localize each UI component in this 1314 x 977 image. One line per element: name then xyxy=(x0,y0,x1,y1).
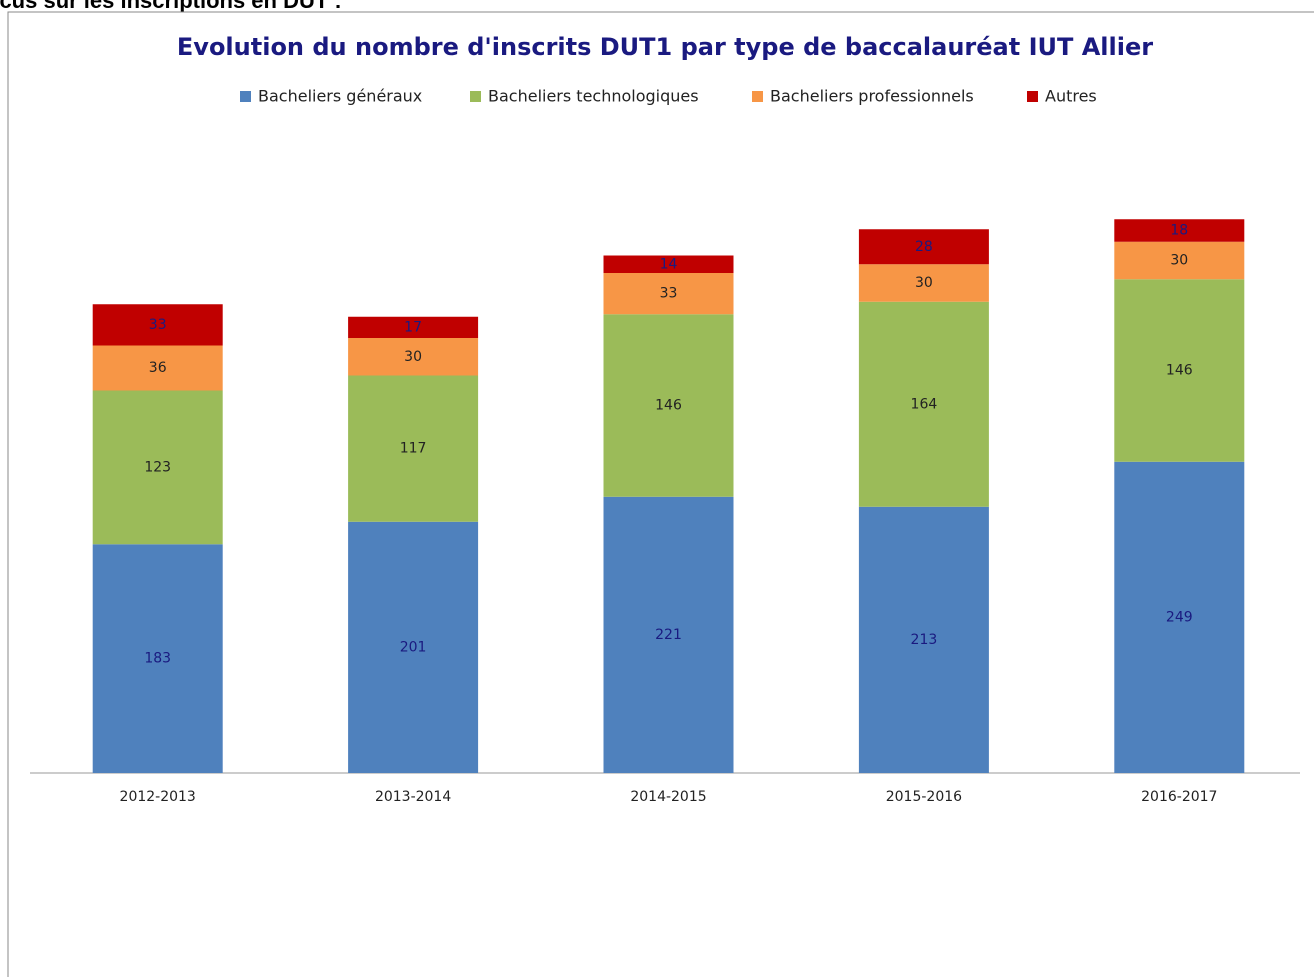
legend-label: Bacheliers généraux xyxy=(258,87,422,106)
bar-segment xyxy=(1114,241,1245,280)
data-label: 30 xyxy=(915,275,933,291)
data-label: 146 xyxy=(1166,363,1193,379)
x-tick-label: 2016-2017 xyxy=(1141,789,1217,805)
legend-swatch xyxy=(752,91,763,102)
bar-segment xyxy=(1114,279,1245,462)
chart-title: Evolution du nombre d'inscrits DUT1 par … xyxy=(177,33,1153,61)
data-label: 33 xyxy=(660,286,678,302)
data-label: 117 xyxy=(400,441,427,457)
legend-swatch xyxy=(1027,91,1038,102)
bar-segment xyxy=(858,264,989,302)
data-label: 14 xyxy=(660,256,678,272)
data-label: 30 xyxy=(1170,253,1188,269)
legend-label: Bacheliers technologiques xyxy=(488,87,699,106)
bar-segment xyxy=(603,273,734,315)
x-tick-label: 2014-2015 xyxy=(630,789,706,805)
bar-segment xyxy=(92,345,223,391)
bar-segment xyxy=(858,301,989,507)
x-tick-label: 2015-2016 xyxy=(886,789,962,805)
bar-segment xyxy=(348,338,479,376)
data-label: 183 xyxy=(144,651,171,667)
data-label: 146 xyxy=(655,398,682,414)
data-label: 123 xyxy=(144,459,171,475)
data-label: 17 xyxy=(404,319,422,335)
bar-segment xyxy=(603,314,734,497)
bar-segment xyxy=(1114,219,1245,242)
bar-segment xyxy=(603,496,734,773)
data-label: 221 xyxy=(655,627,682,643)
bar-segment xyxy=(1114,461,1245,773)
legend-label: Autres xyxy=(1045,87,1097,106)
bar-segment xyxy=(92,304,223,346)
data-label: 36 xyxy=(149,360,167,376)
bar-segment xyxy=(348,316,479,338)
data-label: 30 xyxy=(404,349,422,365)
bar-segment xyxy=(858,506,989,773)
bar-segment xyxy=(348,521,479,773)
bar-segment xyxy=(92,544,223,773)
heading: ocus sur les inscriptions en DUT : xyxy=(0,0,342,13)
data-label: 201 xyxy=(400,639,427,655)
data-label: 28 xyxy=(915,239,933,255)
bar-segment xyxy=(603,255,734,273)
x-tick-label: 2013-2014 xyxy=(375,789,451,805)
data-label: 164 xyxy=(911,396,938,412)
legend-swatch xyxy=(470,91,481,102)
bar-segment xyxy=(348,375,479,522)
legend-swatch xyxy=(240,91,251,102)
legend-label: Bacheliers professionnels xyxy=(770,87,974,106)
data-label: 249 xyxy=(1166,609,1193,625)
data-label: 213 xyxy=(911,632,938,648)
bar-segment xyxy=(858,229,989,265)
bar-segment xyxy=(92,390,223,545)
data-label: 33 xyxy=(149,317,167,333)
x-tick-label: 2012-2013 xyxy=(120,789,196,805)
data-label: 18 xyxy=(1170,223,1188,239)
